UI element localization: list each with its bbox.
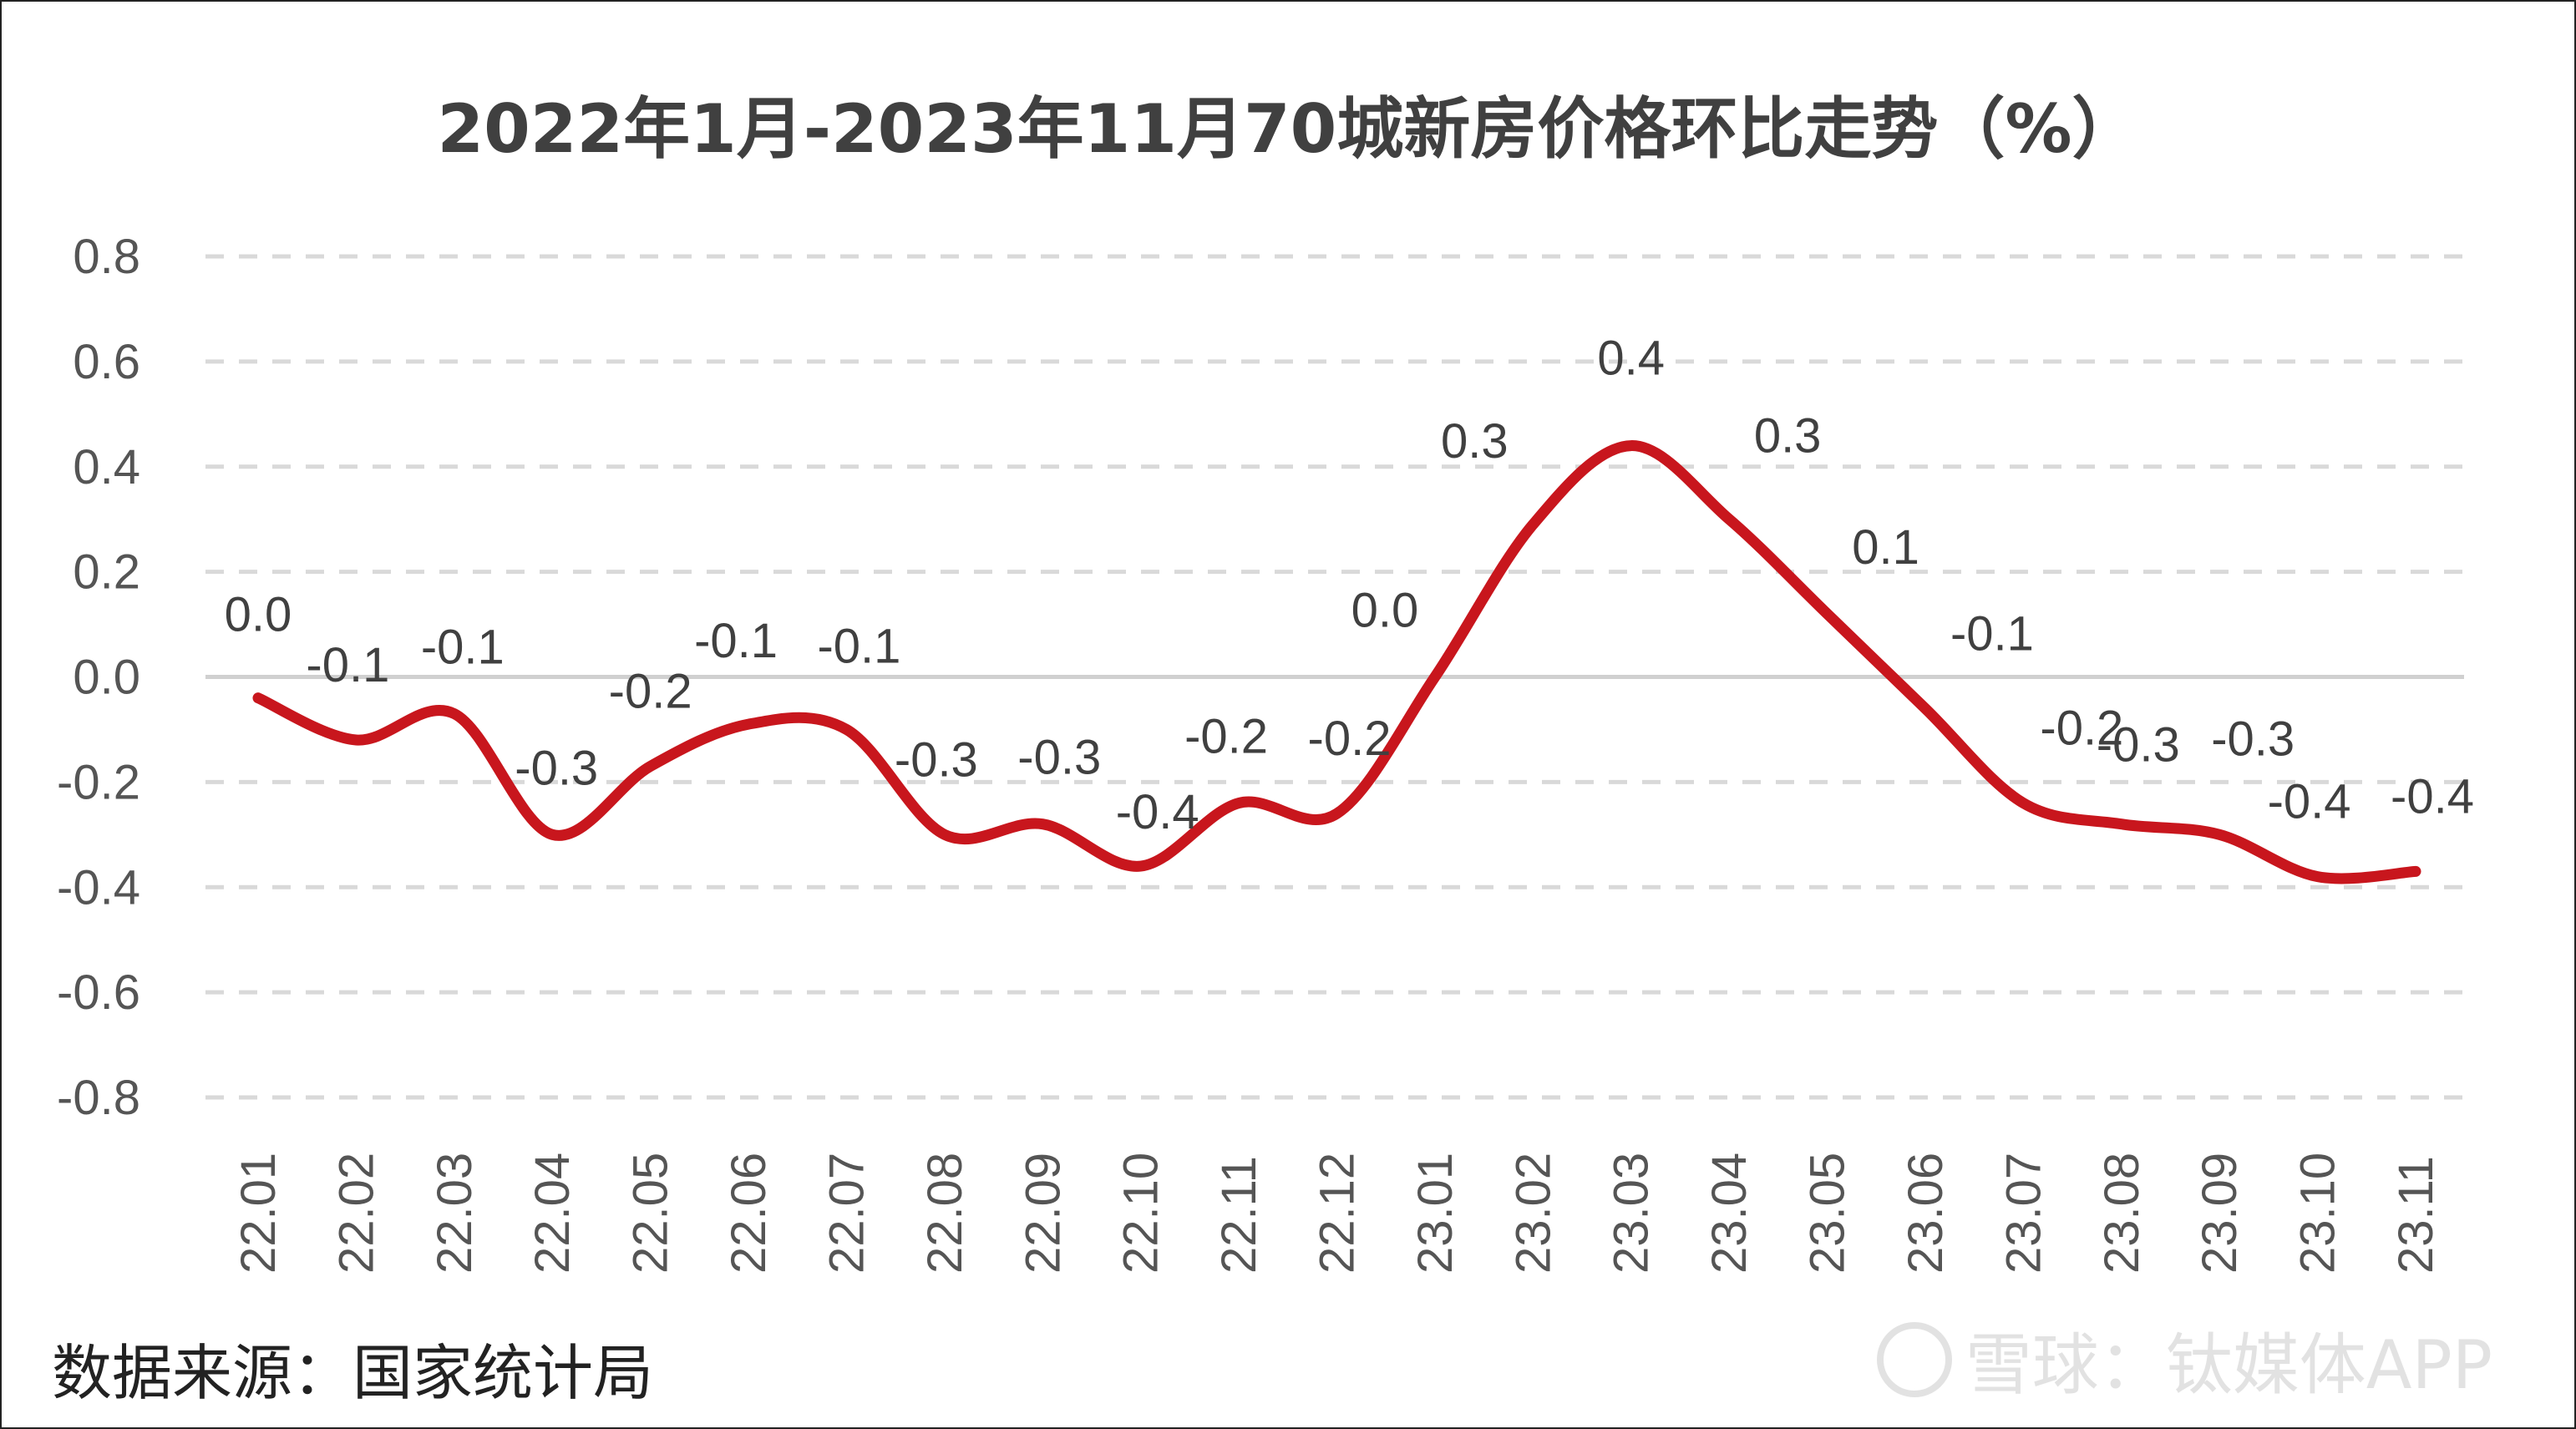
y-tick-label: 0.0	[73, 651, 140, 705]
x-tick-label: 23.03	[1605, 1153, 1659, 1274]
data-label: -0.4	[2391, 769, 2474, 823]
data-label: -0.1	[817, 619, 900, 673]
data-label: 0.3	[1754, 409, 1822, 464]
y-tick-label: 0.6	[73, 335, 140, 389]
x-tick-label: 23.05	[1801, 1153, 1855, 1274]
watermark: 雪球：钛媒体APP	[1876, 1311, 2492, 1408]
data-label: -0.3	[2097, 718, 2180, 773]
data-source: 数据来源：国家统计局	[52, 1338, 654, 1408]
y-tick-label: -0.2	[57, 755, 140, 809]
x-tick-label: 23.07	[1996, 1153, 2051, 1274]
x-tick-label: 22.10	[1114, 1153, 1169, 1274]
x-tick-label: 23.02	[1506, 1153, 1560, 1274]
x-tick-label: 22.06	[722, 1153, 776, 1274]
data-label: -0.3	[2211, 712, 2295, 766]
data-label: 0.0	[225, 588, 292, 642]
x-tick-label: 22.07	[819, 1153, 874, 1274]
data-label: -0.4	[2268, 775, 2351, 829]
x-tick-label: 23.01	[1408, 1153, 1463, 1274]
watermark-text: 雪球：钛媒体APP	[1965, 1326, 2492, 1404]
x-tick-label: 22.11	[1212, 1156, 1266, 1274]
data-label: -0.1	[306, 638, 389, 692]
y-tick-label: 0.2	[73, 545, 140, 600]
series-line	[252, 440, 2421, 884]
data-label: -0.1	[1950, 606, 2034, 661]
data-label: 0.3	[1441, 414, 1509, 469]
data-label: -0.3	[1017, 731, 1101, 785]
data-label: -0.2	[1184, 710, 1268, 764]
x-tick-label: 22.03	[428, 1153, 482, 1274]
x-tick-label: 22.12	[1311, 1153, 1365, 1274]
data-label: 0.4	[1597, 332, 1665, 386]
y-tick-label: -0.8	[57, 1071, 140, 1125]
data-label: -0.1	[694, 614, 778, 668]
y-tick-label: -0.4	[57, 860, 140, 915]
data-label: -0.2	[1308, 712, 1392, 766]
data-label: -0.2	[609, 664, 692, 718]
x-tick-label: 22.04	[525, 1153, 580, 1274]
data-label: 0.0	[1351, 584, 1419, 638]
data-label: -0.2	[2040, 702, 2123, 756]
x-tick-label: 23.09	[2193, 1153, 2247, 1274]
y-tick-label: -0.6	[57, 965, 140, 1020]
snowball-logo-icon	[1876, 1322, 1952, 1397]
x-tick-label: 22.02	[329, 1153, 383, 1274]
data-label: -0.4	[1116, 785, 1199, 839]
x-tick-label: 22.08	[918, 1153, 972, 1274]
x-tick-label: 23.04	[1702, 1153, 1757, 1274]
data-label: 0.1	[1852, 520, 1919, 575]
x-tick-label: 23.06	[1899, 1153, 1953, 1274]
x-tick-label: 23.10	[2291, 1153, 2345, 1274]
data-label: -0.3	[895, 732, 978, 787]
x-tick-label: 23.11	[2389, 1156, 2443, 1274]
y-tick-label: 0.4	[73, 440, 140, 494]
data-label: -0.3	[515, 741, 598, 795]
y-tick-label: 0.8	[73, 230, 140, 284]
x-tick-label: 22.01	[231, 1153, 286, 1274]
data-label: -0.1	[421, 621, 505, 675]
x-tick-label: 23.08	[2095, 1153, 2149, 1274]
x-tick-label: 22.05	[624, 1153, 678, 1274]
x-tick-label: 22.09	[1016, 1153, 1070, 1274]
chart-title: 2022年1月-2023年11月70城新房价格环比走势（%）	[437, 90, 2139, 168]
